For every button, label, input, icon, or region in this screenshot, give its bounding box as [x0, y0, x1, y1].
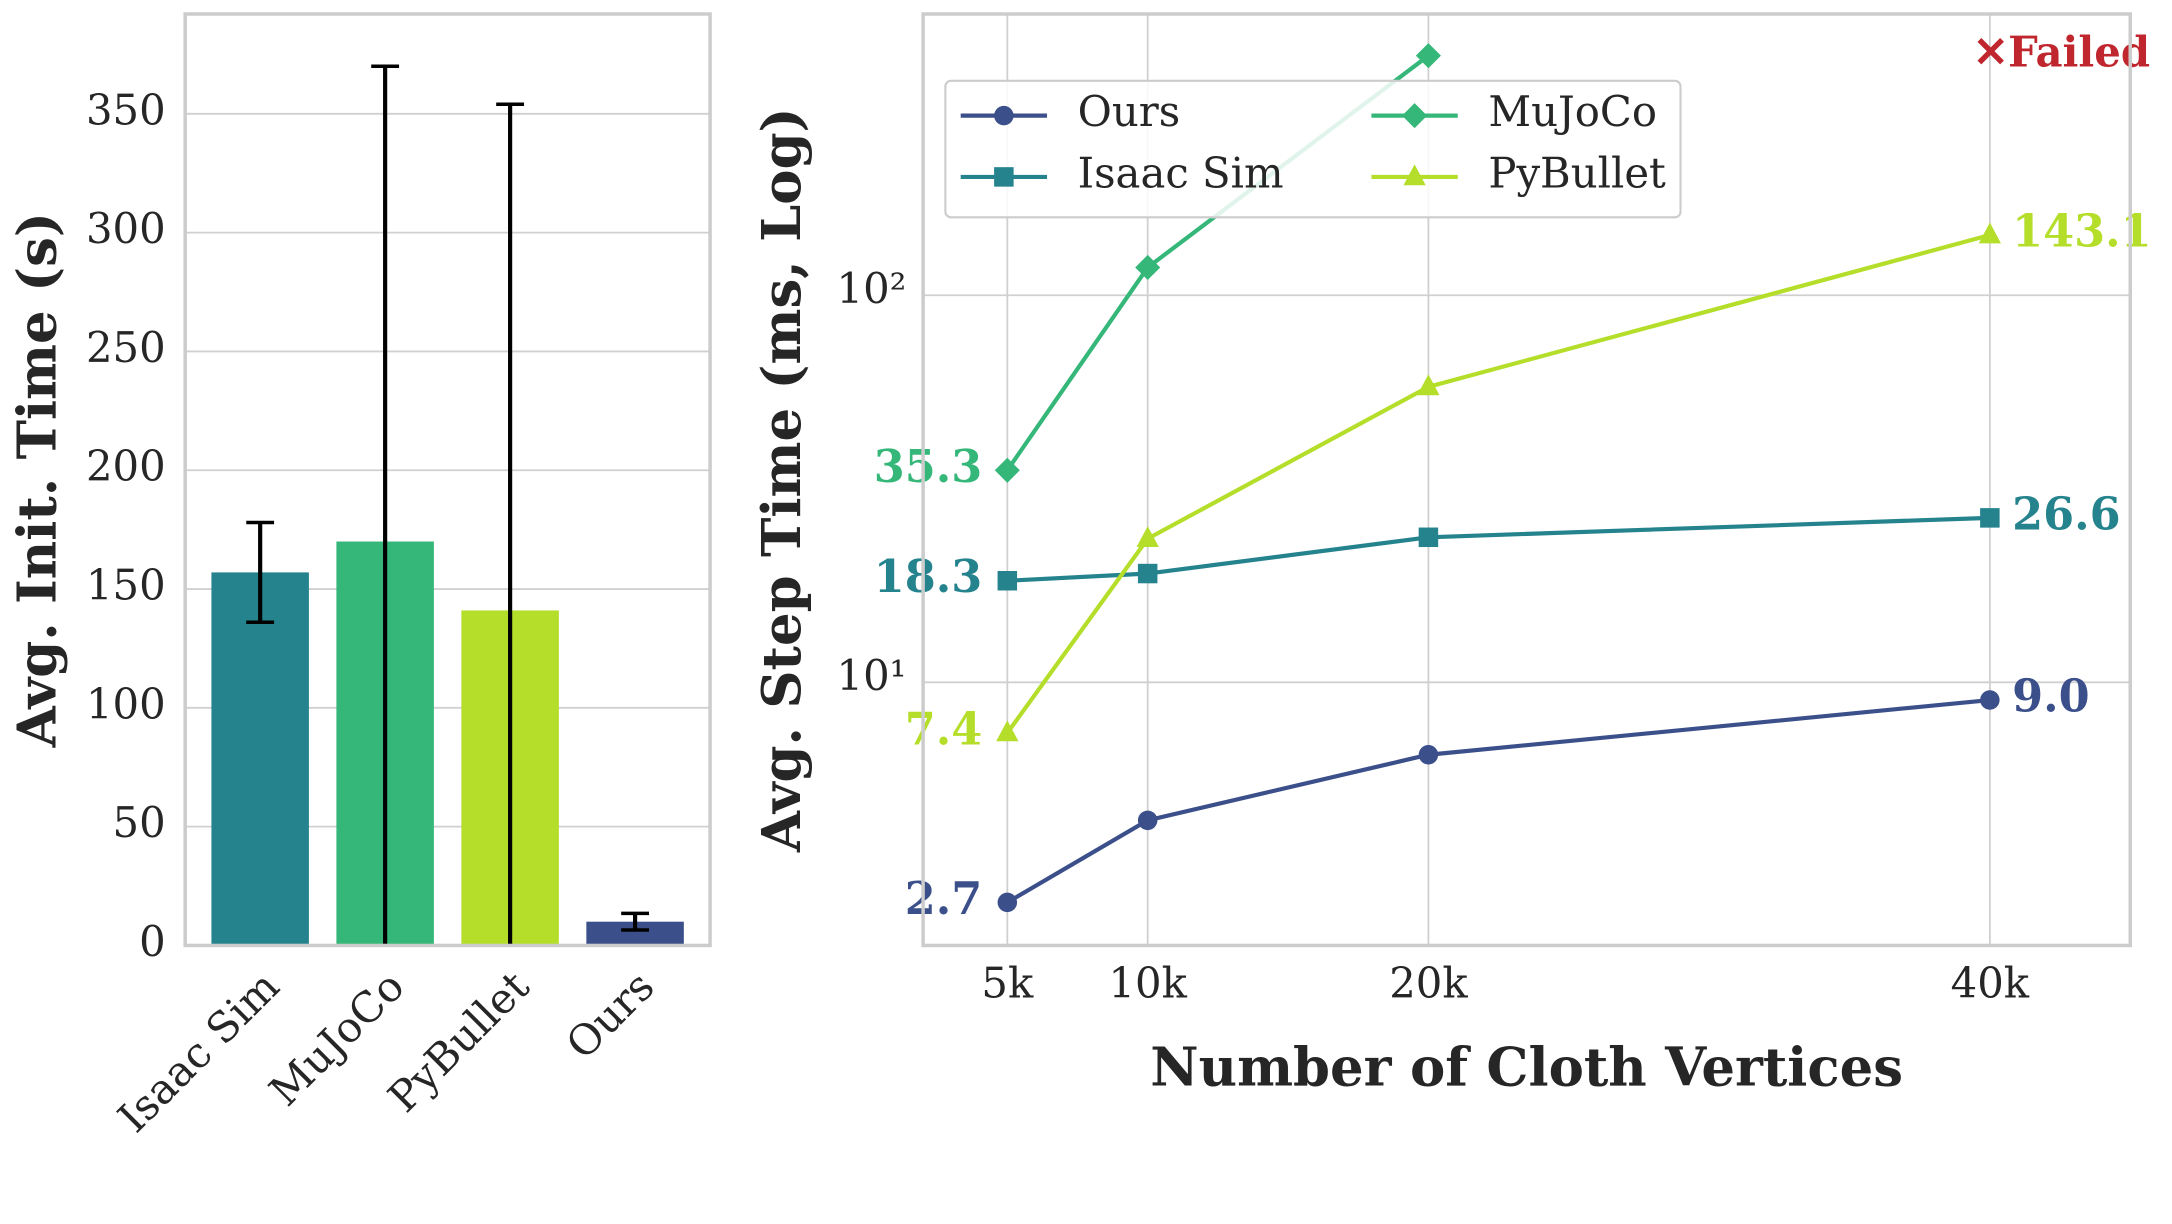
legend-frame [944, 79, 1682, 219]
value-label: 26.6 [2012, 487, 2121, 540]
y-tick-label: 10² [837, 264, 907, 313]
legend-label: PyBullet [1488, 148, 1666, 197]
y-axis-label: Avg. Init. Time (s) [6, 212, 68, 748]
y-tick-label: 10¹ [837, 651, 907, 700]
legend-marker [994, 167, 1014, 187]
y-tick-label: 0 [139, 917, 166, 966]
point [1418, 527, 1439, 548]
y-tick-label: 200 [86, 442, 166, 491]
point [1978, 222, 2002, 244]
point [1417, 374, 1440, 396]
value-label: 18.3 [874, 550, 982, 603]
y-tick-label: 350 [86, 85, 166, 134]
legend-label: Ours [1078, 87, 1181, 136]
series-line [1005, 233, 1991, 735]
legend-marker [994, 105, 1014, 126]
point [994, 457, 1020, 483]
x-tick-label: 40k [1951, 959, 2030, 1008]
series-line [1007, 515, 1990, 583]
point [996, 720, 1019, 742]
value-label: 143.1 [2012, 205, 2151, 258]
bars [211, 64, 684, 946]
x-tick-label: Isaac Sim [108, 962, 288, 1142]
legend: Ours Isaac Sim MuJoCo PyBullet [944, 79, 1682, 219]
annotation: ✕Failed [1973, 27, 2150, 76]
bar [211, 572, 309, 946]
point [1415, 43, 1441, 69]
y-tick-label: 300 [86, 204, 166, 253]
point [997, 570, 1018, 591]
value-label: 35.3 [874, 440, 982, 493]
value-label: 9.0 [2012, 670, 2090, 723]
x-tick-label: 20k [1389, 959, 1468, 1008]
plot-frame [921, 12, 2132, 948]
point [1980, 690, 2000, 710]
value-label: 2.7 [905, 872, 983, 925]
y-tick-label: 250 [86, 323, 166, 372]
bar [586, 921, 684, 946]
plot-frame [183, 12, 712, 948]
x-tick-label: Ours [556, 962, 663, 1069]
point [1418, 744, 1439, 765]
y-tick-label: 100 [86, 679, 166, 728]
point [1135, 254, 1161, 280]
point [1980, 508, 2000, 528]
x-axis-label: Number of Cloth Vertices [1150, 1037, 1903, 1099]
x-tick-label: 10k [1108, 959, 1187, 1008]
y-tick-label: 50 [113, 798, 166, 847]
y-tick-label: 150 [86, 561, 166, 610]
value-label: 7.4 [905, 702, 983, 755]
point [1137, 810, 1158, 831]
point [1136, 526, 1159, 548]
legend-label: MuJoCo [1488, 87, 1657, 136]
point [997, 892, 1018, 913]
y-axis-label: Avg. Step Time (ms, Log) [751, 107, 813, 853]
point [1137, 563, 1158, 584]
series-line [1006, 697, 1991, 905]
legend-marker [1403, 164, 1426, 186]
legend-label: Isaac Sim [1078, 148, 1284, 197]
x-tick-label: 5k [981, 959, 1034, 1008]
